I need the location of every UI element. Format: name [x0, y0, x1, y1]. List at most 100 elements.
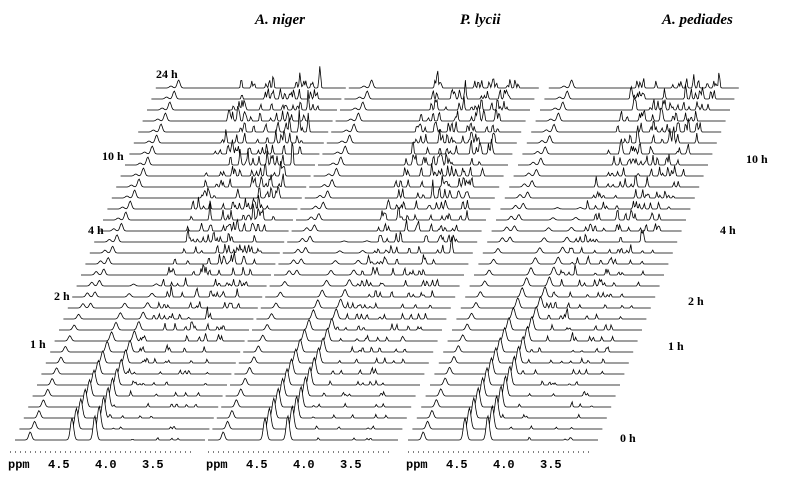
- trace-mask: [23, 397, 214, 419]
- spectrum-trace: [269, 278, 460, 287]
- spectrum-trace: [504, 189, 695, 199]
- trace-mask: [142, 106, 333, 122]
- trace-mask: [487, 230, 678, 243]
- spectrum-trace: [291, 219, 482, 232]
- trace-mask: [151, 88, 342, 100]
- spectrum-trace: [465, 286, 656, 298]
- spectrum-trace: [230, 366, 420, 386]
- spectrum-trace: [221, 385, 412, 408]
- spectrum-trace: [434, 355, 625, 375]
- spectrum-trace: [326, 129, 517, 144]
- time-label: 2 h: [688, 294, 704, 308]
- spectrum-trace: [456, 305, 647, 320]
- trace-mask: [296, 207, 486, 221]
- trace-mask: [282, 236, 473, 254]
- spectrum-trace: [151, 88, 342, 100]
- trace-mask: [32, 378, 223, 397]
- trace-mask: [103, 200, 293, 221]
- spectrum-trace: [421, 384, 612, 408]
- trace-mask: [94, 228, 285, 243]
- trace-mask: [526, 125, 717, 144]
- axis-tick-label: 3.5: [142, 458, 164, 472]
- trace-mask: [335, 105, 526, 122]
- spectrum-trace: [103, 200, 293, 221]
- trace-mask: [138, 109, 329, 133]
- axis-unit: ppm: [206, 458, 228, 472]
- spectrum-trace: [535, 107, 726, 122]
- trace-mask: [469, 277, 660, 287]
- spectrum-trace: [447, 325, 638, 342]
- trace-mask: [313, 163, 504, 177]
- axis-tick-label: 4.0: [493, 458, 515, 472]
- spectrum-trace: [344, 80, 535, 100]
- spectrum-trace: [94, 228, 285, 243]
- spectrum-trace: [487, 229, 678, 243]
- panel-title: A. niger: [254, 12, 305, 28]
- trace-mask: [238, 347, 429, 364]
- spectrum-trace: [531, 118, 722, 133]
- spectrum-trace: [482, 244, 673, 254]
- spectrum-trace: [59, 320, 249, 331]
- time-label: 1 h: [30, 337, 46, 351]
- spectrum-trace: [274, 266, 464, 276]
- spectrum-trace: [256, 308, 447, 320]
- spectrum-trace: [238, 346, 429, 364]
- spectrum-trace: [540, 96, 730, 111]
- axis-tick-label: 4.5: [446, 458, 468, 472]
- spectrum-trace: [509, 175, 700, 188]
- spectrum-trace: [23, 395, 214, 419]
- spectrum-trace: [234, 356, 425, 375]
- time-label: 1 h: [668, 339, 684, 353]
- spectrum-trace: [107, 194, 298, 210]
- trace-mask: [28, 387, 219, 408]
- trace-mask: [230, 367, 420, 386]
- trace-mask: [67, 301, 258, 309]
- trace-mask: [326, 129, 517, 144]
- spectrum-trace: [348, 70, 539, 90]
- trace-mask: [318, 153, 508, 166]
- trace-mask: [234, 357, 425, 375]
- spectrum-trace: [138, 109, 329, 134]
- time-label: 24 h: [156, 67, 178, 81]
- trace-mask: [133, 129, 324, 144]
- spectrum-trace: [318, 152, 508, 166]
- spectrum-trace: [142, 106, 333, 122]
- spectrum-trace: [155, 66, 346, 89]
- spectrum-trace: [438, 345, 629, 364]
- spectrum-trace: [120, 161, 311, 177]
- spectrum-trace: [425, 375, 616, 397]
- spectrum-trace: [408, 414, 598, 441]
- spectrum-trace: [443, 335, 634, 353]
- spectrum-trace: [331, 121, 522, 133]
- axis-unit: ppm: [406, 458, 428, 472]
- panel-title: P. lycii: [460, 12, 501, 28]
- axis-tick-label: 4.5: [246, 458, 268, 472]
- time-label: 10 h: [102, 149, 124, 163]
- spectrum-trace: [335, 103, 526, 122]
- spectrum-trace: [225, 375, 416, 397]
- spectrum-trace: [544, 84, 735, 100]
- spectrum-trace: [116, 173, 307, 188]
- spectrum-trace: [67, 301, 258, 309]
- axis-tick-label: 4.0: [95, 458, 117, 472]
- spectrum-trace: [322, 138, 513, 155]
- trace-mask: [98, 219, 289, 232]
- spectrum-trace: [252, 317, 442, 331]
- axis-tick-label: 3.5: [540, 458, 562, 472]
- spectrum-trace: [81, 263, 271, 276]
- spectrum-trace: [309, 175, 500, 189]
- spectrum-trace: [496, 208, 686, 221]
- spectrum-trace: [474, 264, 664, 276]
- spectrum-trace: [513, 165, 704, 177]
- spectrum-trace: [304, 179, 495, 200]
- spectrum-trace: [89, 243, 280, 255]
- time-label: 4 h: [88, 223, 104, 237]
- trace-mask: [474, 264, 664, 276]
- ppm-axes: ppm 4.5 4.0 3.5 ppm 4.5 4.0 3.5 ppm 4.5 4.0 3.5: [8, 451, 593, 472]
- trace-mask: [125, 142, 315, 166]
- axis-tick-label: 4.0: [293, 458, 315, 472]
- trace-mask: [322, 138, 513, 155]
- spectrum-trace: [76, 277, 267, 287]
- trace-mask: [50, 340, 241, 353]
